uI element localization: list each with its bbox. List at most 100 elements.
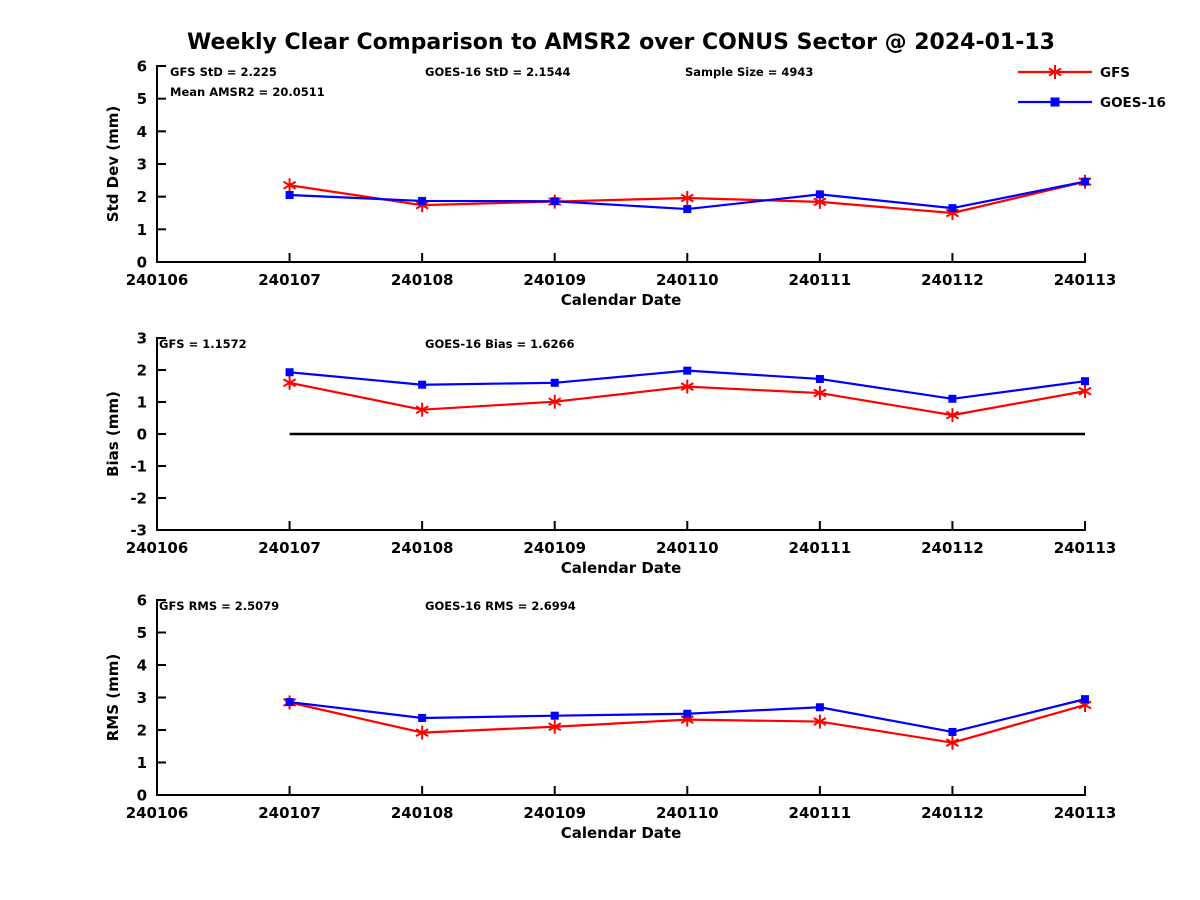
asterisk-spoke (1078, 386, 1092, 396)
square-marker (683, 709, 692, 718)
y-tick-label: 3 (137, 689, 147, 707)
asterisk-spoke (415, 405, 429, 415)
asterisk-marker (283, 178, 297, 193)
asterisk-spoke (1048, 67, 1062, 77)
legend: GFS GOES-16 (1018, 65, 1166, 111)
asterisk-marker (283, 375, 297, 390)
stat-annotation: GFS StD = 2.225 (170, 65, 277, 79)
stat-annotation: GFS RMS = 2.5079 (159, 599, 279, 613)
x-tick-label: 240111 (789, 539, 852, 557)
square-marker (285, 191, 294, 200)
asterisk-marker (415, 402, 429, 417)
asterisk-spoke (945, 738, 959, 748)
asterisk-spoke (813, 197, 827, 207)
x-tick-label: 240108 (391, 539, 454, 557)
x-tick-label: 240109 (523, 804, 586, 822)
stat-annotation: GOES-16 StD = 2.1544 (425, 65, 570, 79)
chart-bias-mm-: -3 -2 -1 0 1 2 3 240106 240107 240108 240109 240110… (104, 330, 1116, 578)
y-tick-label: 3 (137, 156, 147, 174)
square-marker (550, 197, 559, 206)
x-tick-label: 240109 (523, 539, 586, 557)
asterisk-spoke (680, 715, 694, 724)
y-tick-label: -2 (130, 490, 147, 508)
x-tick-label: 240112 (921, 271, 984, 289)
square-marker (550, 378, 559, 387)
square-marker (418, 380, 427, 389)
y-tick-label: 1 (137, 754, 147, 772)
asterisk-spoke (1078, 700, 1092, 710)
y-tick-label: 6 (137, 592, 147, 610)
square-marker (1081, 177, 1089, 186)
y-tick-label: 5 (137, 90, 147, 108)
x-axis-title: Calendar Date (561, 291, 682, 309)
asterisk-spoke (945, 208, 959, 218)
asterisk-spoke (680, 193, 694, 203)
square-marker (948, 727, 957, 736)
square-marker (948, 204, 957, 213)
asterisk-marker (548, 394, 562, 409)
asterisk-marker (813, 714, 827, 729)
square-marker (1050, 97, 1060, 107)
asterisk-spoke (415, 200, 429, 210)
y-axis-title: RMS (mm) (104, 654, 122, 741)
asterisk-spoke (283, 378, 297, 388)
asterisk-spoke (283, 180, 297, 190)
square-marker (550, 711, 559, 720)
y-axis-title: Std Dev (mm) (104, 106, 122, 223)
y-tick-label: 2 (137, 722, 147, 740)
y-tick-label: 4 (137, 123, 147, 141)
x-tick-label: 240113 (1054, 271, 1117, 289)
x-tick-label: 240107 (258, 539, 321, 557)
y-tick-label: 2 (137, 362, 147, 380)
asterisk-spoke (945, 410, 959, 420)
y-tick-label: 6 (137, 58, 147, 76)
asterisk-spoke (548, 397, 562, 407)
legend-label: GOES-16 (1100, 95, 1166, 111)
asterisk-spoke (680, 382, 694, 392)
stat-annotation: GOES-16 Bias = 1.6266 (425, 337, 574, 351)
asterisk-marker (680, 379, 694, 394)
square-marker (1081, 695, 1089, 704)
y-tick-label: 0 (137, 254, 147, 272)
x-tick-label: 240113 (1054, 804, 1117, 822)
asterisk-marker (680, 190, 694, 205)
x-tick-label: 240112 (921, 539, 984, 557)
figure-title: Weekly Clear Comparison to AMSR2 over CO… (187, 30, 1055, 55)
y-tick-label: 3 (137, 330, 147, 348)
asterisk-marker (1048, 65, 1062, 79)
x-tick-label: 240110 (656, 271, 719, 289)
asterisk-marker (548, 719, 562, 734)
x-tick-label: 240107 (258, 271, 321, 289)
y-tick-label: 5 (137, 624, 147, 642)
asterisk-marker (945, 735, 959, 750)
asterisk-spoke (548, 722, 562, 732)
stat-annotation: GOES-16 RMS = 2.6994 (425, 599, 576, 613)
x-tick-label: 240108 (391, 804, 454, 822)
y-tick-label: 0 (137, 787, 147, 805)
y-axis-title: Bias (mm) (104, 391, 122, 477)
square-marker (1081, 377, 1089, 386)
x-tick-label: 240110 (656, 804, 719, 822)
x-tick-label: 240111 (789, 804, 852, 822)
square-marker (815, 190, 824, 199)
x-tick-label: 240111 (789, 271, 852, 289)
asterisk-spoke (813, 388, 827, 398)
stat-annotation: GFS = 1.1572 (159, 337, 247, 351)
square-marker (815, 374, 824, 383)
chart-std-dev-mm-: 0 1 2 3 4 5 6 240106 240107 240108 240109 240110 240… (104, 58, 1116, 310)
asterisk-marker (415, 725, 429, 740)
x-axis-title: Calendar Date (561, 559, 682, 577)
x-tick-label: 240108 (391, 271, 454, 289)
y-tick-label: 0 (137, 426, 147, 444)
asterisk-marker (1078, 384, 1092, 399)
square-marker (418, 713, 427, 722)
y-tick-label: -3 (130, 522, 147, 540)
x-axis-title: Calendar Date (561, 824, 682, 842)
square-marker (683, 366, 692, 375)
stat-annotation: Mean AMSR2 = 20.0511 (170, 85, 325, 99)
square-marker (285, 368, 294, 377)
asterisk-spoke (415, 728, 429, 737)
square-marker (418, 196, 427, 205)
